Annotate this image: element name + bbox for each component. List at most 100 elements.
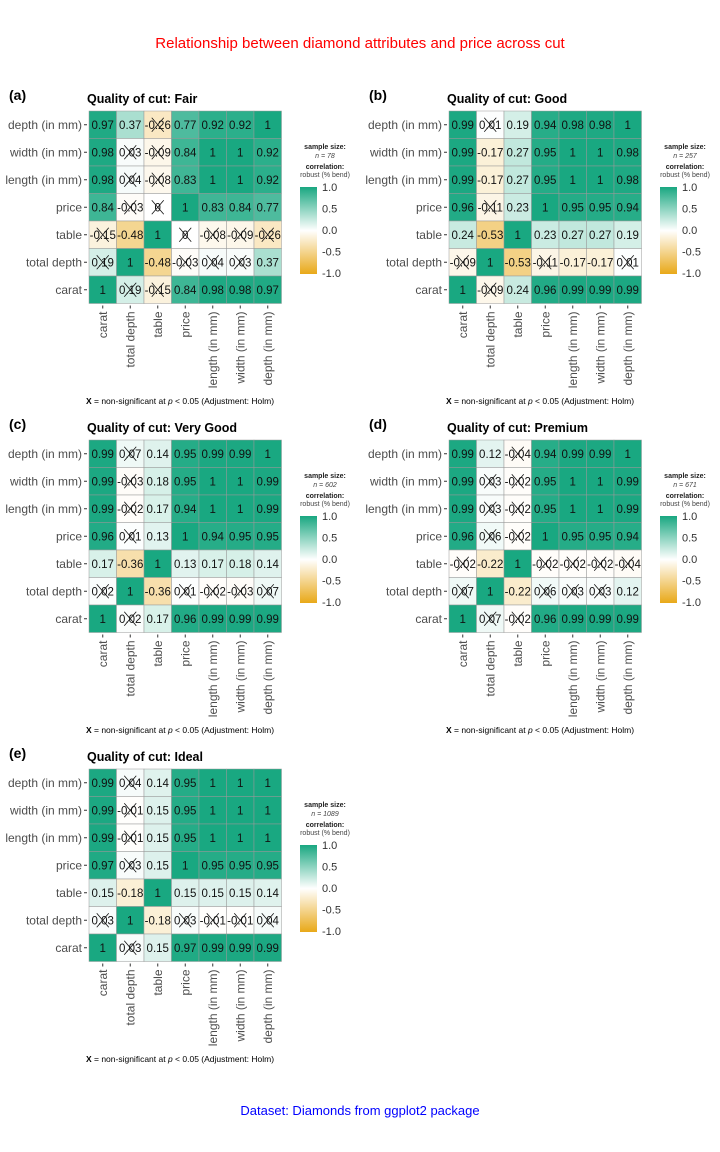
x-tick-label: depth (in mm) bbox=[621, 641, 635, 715]
cell-value-label: 0.99 bbox=[92, 833, 114, 845]
cell-value-label: 0.99 bbox=[92, 476, 114, 488]
x-tick-label: width (in mm) bbox=[233, 970, 247, 1043]
legend-sample-size-value: n = 602 bbox=[313, 482, 337, 489]
heatmap-cell bbox=[226, 878, 255, 907]
heatmap-cell bbox=[198, 494, 227, 523]
cell-value-label: -0.36 bbox=[145, 586, 171, 598]
x-tick-label: price bbox=[538, 640, 552, 666]
heatmap-cell bbox=[503, 275, 532, 304]
y-tick-label: total depth bbox=[26, 584, 82, 598]
heatmap-cell bbox=[448, 494, 477, 523]
x-tick-label: price bbox=[178, 969, 192, 995]
cell-value-label: 0.83 bbox=[202, 202, 224, 214]
cell-value-label: -0.02 bbox=[505, 531, 531, 543]
x-tick-label: length (in mm) bbox=[206, 969, 220, 1046]
y-tick-label: table bbox=[416, 557, 442, 571]
cell-value-label: -0.09 bbox=[145, 147, 171, 159]
colorbar-tick-label: 1.0 bbox=[322, 840, 337, 852]
colorbar bbox=[300, 516, 317, 603]
cell-value-label: 0.95 bbox=[174, 778, 196, 790]
heatmap-cell bbox=[558, 275, 587, 304]
heatmap-cell bbox=[143, 604, 172, 633]
cell-value-label: 0.99 bbox=[562, 614, 584, 626]
heatmap-cell bbox=[198, 439, 227, 468]
y-tick-label: length (in mm) bbox=[5, 831, 82, 845]
legend-sample-size-value: n = 671 bbox=[673, 482, 697, 489]
cell-value-label: 0.04 bbox=[119, 175, 142, 187]
cell-value-label: 0.03 bbox=[119, 147, 141, 159]
cell-value-label: 1 bbox=[542, 202, 548, 214]
footnote: X = non-significant at p < 0.05 (Adjustm… bbox=[446, 725, 634, 735]
heatmap-cell bbox=[88, 768, 117, 797]
panel-title: Quality of cut: Premium bbox=[447, 421, 588, 435]
colorbar-tick-label: -1.0 bbox=[322, 268, 341, 280]
heatmap-cell bbox=[198, 604, 227, 633]
cell-value-label: 1 bbox=[182, 860, 188, 872]
cell-value-label: 1 bbox=[265, 805, 271, 817]
cell-value-label: 0.97 bbox=[174, 943, 196, 955]
footnote-part: X bbox=[446, 725, 452, 735]
cell-value-label: 0.96 bbox=[534, 285, 556, 297]
cell-value-label: 1 bbox=[237, 147, 243, 159]
cell-value-label: 1 bbox=[100, 285, 106, 297]
non-significant-cross-mark bbox=[456, 254, 470, 270]
cell-value-label: 0.95 bbox=[534, 476, 556, 488]
legend-correlation-title: correlation: bbox=[666, 493, 705, 500]
cell-value-label: 0.96 bbox=[174, 614, 196, 626]
non-significant-cross-mark bbox=[538, 254, 552, 270]
cell-value-label: 0.96 bbox=[452, 531, 474, 543]
cell-value-label: 1 bbox=[542, 531, 548, 543]
heatmap-cell bbox=[88, 275, 117, 304]
cell-value-label: 0.07 bbox=[257, 586, 279, 598]
heatmap-cell bbox=[116, 248, 145, 277]
cell-value-label: 0.95 bbox=[589, 531, 611, 543]
legend-sample-size-value: n = 257 bbox=[673, 153, 698, 160]
non-significant-cross-mark bbox=[233, 227, 247, 243]
cell-value-label: -0.22 bbox=[477, 559, 503, 571]
heatmap-cell bbox=[476, 549, 505, 578]
heatmap-cell bbox=[198, 138, 227, 167]
x-tick-label: price bbox=[538, 311, 552, 337]
cell-value-label: 1 bbox=[210, 175, 216, 187]
cell-value-label: 0.97 bbox=[92, 120, 114, 132]
cell-value-label: 0.18 bbox=[147, 476, 169, 488]
cell-value-label: 1 bbox=[597, 504, 603, 516]
cell-value-label: 0.92 bbox=[202, 120, 224, 132]
cell-value-label: 0.37 bbox=[257, 257, 279, 269]
heatmap-panel: (b) Quality of cut: Good depth (in mm) 0.99… bbox=[365, 87, 710, 406]
cell-value-label: -0.22 bbox=[505, 586, 531, 598]
x-tick-label: table bbox=[151, 969, 165, 995]
legend-correlation-title: correlation: bbox=[306, 164, 345, 171]
heatmap-cell bbox=[171, 823, 200, 852]
non-significant-cross-mark bbox=[483, 473, 497, 489]
heatmap-cell bbox=[613, 110, 642, 139]
cell-value-label: -0.01 bbox=[227, 915, 253, 927]
cell-value-label: 0.96 bbox=[92, 531, 114, 543]
non-significant-cross-mark bbox=[96, 583, 110, 599]
non-significant-cross-mark bbox=[151, 172, 165, 188]
x-tick-label: table bbox=[151, 640, 165, 666]
heatmap-cell bbox=[198, 796, 227, 825]
cell-value-label: 0.99 bbox=[452, 449, 474, 461]
non-significant-cross-mark bbox=[96, 912, 110, 928]
cell-value-label: 0.14 bbox=[147, 778, 170, 790]
cell-value-label: 0.03 bbox=[92, 915, 114, 927]
heatmap-cell bbox=[586, 248, 615, 277]
cell-value-label: 0.01 bbox=[119, 531, 141, 543]
heatmap-panel: (d) Quality of cut: Premium depth (in mm) 0… bbox=[365, 416, 710, 735]
heatmap-cell bbox=[586, 193, 615, 222]
colorbar-tick-label: 1.0 bbox=[682, 511, 697, 523]
heatmap-cell bbox=[198, 878, 227, 907]
cell-value-label: 0.99 bbox=[229, 943, 251, 955]
non-significant-cross-mark bbox=[261, 583, 275, 599]
cell-value-label: -0.02 bbox=[117, 504, 143, 516]
heatmap-cell bbox=[253, 878, 282, 907]
cell-value-label: 0.15 bbox=[174, 888, 196, 900]
heatmap-cell bbox=[531, 467, 560, 496]
cell-value-label: 0.18 bbox=[229, 559, 251, 571]
cell-value-label: 0.99 bbox=[452, 504, 474, 516]
legend-correlation-title: correlation: bbox=[306, 493, 345, 500]
heatmap-panel: (e) Quality of cut: Ideal depth (in mm) 0.9… bbox=[5, 745, 350, 1064]
cell-value-label: 0.99 bbox=[589, 614, 611, 626]
non-significant-cross-mark bbox=[593, 583, 607, 599]
